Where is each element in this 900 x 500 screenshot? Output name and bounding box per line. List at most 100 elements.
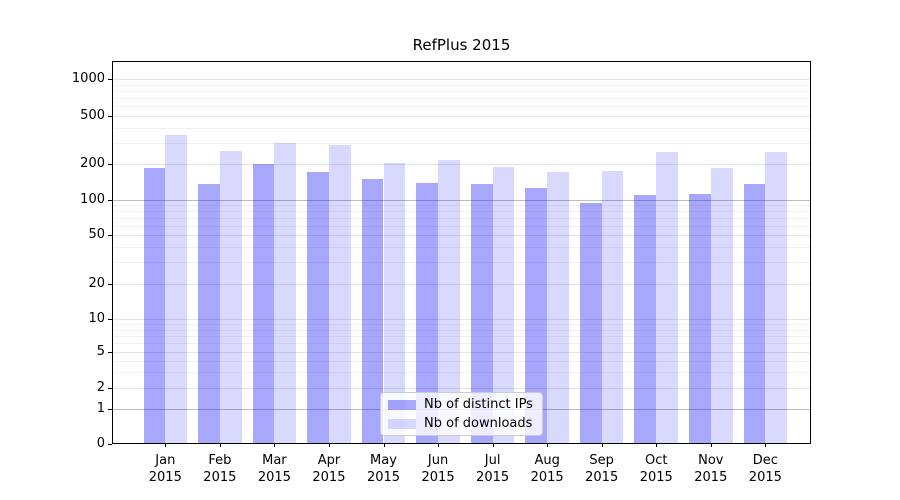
x-tick-label: Mar 2015 <box>246 452 302 486</box>
minor-gridline <box>113 127 810 129</box>
bar-distinct-ips <box>579 202 602 443</box>
x-tick-label: Aug 2015 <box>519 452 575 486</box>
x-tick-mark <box>710 443 712 447</box>
x-tick-mark <box>438 443 440 447</box>
bar-downloads <box>547 172 569 443</box>
bar-downloads <box>765 152 788 443</box>
x-tick-label: May 2015 <box>356 452 412 486</box>
major-gridline <box>113 319 810 320</box>
bar-distinct-ips <box>361 178 384 443</box>
minor-gridline <box>113 84 810 86</box>
x-tick-month: Feb <box>208 453 232 468</box>
legend-item: Nb of distinct IPs <box>388 397 542 412</box>
y-tick-label: 1 <box>96 401 105 416</box>
x-tick-year: 2015 <box>476 470 510 485</box>
bar-downloads <box>438 160 460 443</box>
minor-gridline <box>113 98 810 100</box>
bar-distinct-ips <box>743 184 766 443</box>
bar-downloads <box>219 151 242 443</box>
x-tick-mark <box>383 443 385 447</box>
x-tick-label: Oct 2015 <box>628 452 684 486</box>
y-tick-mark <box>108 319 112 320</box>
y-tick-mark <box>108 164 112 165</box>
x-tick-month: Dec <box>752 453 778 468</box>
x-tick-year: 2015 <box>203 470 237 485</box>
minor-gridline <box>113 329 810 331</box>
y-tick-mark <box>108 200 112 201</box>
x-tick-mark <box>492 443 494 447</box>
bar-downloads <box>274 142 297 443</box>
x-tick-mark <box>219 443 221 447</box>
major-gridline <box>113 284 810 285</box>
x-tick-year: 2015 <box>257 470 291 485</box>
y-tick-label: 2 <box>96 380 105 395</box>
x-tick-mark <box>328 443 330 447</box>
bar-downloads <box>710 168 733 443</box>
bar-downloads <box>165 134 188 443</box>
bar-distinct-ips <box>470 184 493 443</box>
x-tick-label: Apr 2015 <box>301 452 357 486</box>
legend-item: Nb of downloads <box>388 416 542 431</box>
x-tick-month: Jan <box>155 453 176 468</box>
minor-gridline <box>113 90 810 92</box>
x-tick-year: 2015 <box>694 470 728 485</box>
y-tick-label: 100 <box>80 192 105 207</box>
major-gridline <box>113 200 810 201</box>
x-tick-month: Oct <box>645 453 668 468</box>
minor-gridline <box>113 262 810 264</box>
x-tick-mark <box>601 443 603 447</box>
x-tick-month: Jun <box>427 453 449 468</box>
minor-gridline <box>113 205 810 207</box>
x-tick-year: 2015 <box>748 470 782 485</box>
y-tick-mark <box>108 409 112 410</box>
major-gridline <box>113 116 810 117</box>
bar-distinct-ips <box>689 194 711 443</box>
x-tick-label: Sep 2015 <box>574 452 630 486</box>
x-tick-mark <box>547 443 549 447</box>
minor-gridline <box>113 335 810 337</box>
bar-downloads <box>492 166 515 443</box>
x-tick-year: 2015 <box>312 470 346 485</box>
bar-distinct-ips <box>143 168 166 443</box>
x-tick-year: 2015 <box>639 470 673 485</box>
bar-downloads <box>656 152 679 443</box>
minor-gridline <box>113 360 810 362</box>
y-tick-label: 0 <box>96 436 105 451</box>
plot-area <box>108 61 811 447</box>
major-gridline <box>113 79 810 80</box>
x-tick-label: Feb 2015 <box>192 452 248 486</box>
x-tick-mark <box>656 443 658 447</box>
minor-gridline <box>113 218 810 219</box>
x-tick-mark <box>274 443 276 447</box>
x-tick-year: 2015 <box>366 470 401 485</box>
x-tick-year: 2015 <box>421 470 455 485</box>
bar-downloads <box>601 170 624 443</box>
legend-swatch-distinct-ips <box>388 399 416 410</box>
bar-distinct-ips <box>198 184 220 443</box>
legend: Nb of distinct IPs Nb of downloads <box>380 392 543 436</box>
bar-downloads <box>328 144 351 443</box>
x-tick-month: Sep <box>589 453 614 468</box>
major-gridline <box>113 235 810 236</box>
y-tick-mark <box>108 352 112 353</box>
x-tick-label: Jun 2015 <box>410 452 466 486</box>
x-tick-label: Jan 2015 <box>137 452 193 486</box>
legend-label: Nb of distinct IPs <box>424 397 533 412</box>
bar-distinct-ips <box>416 182 439 443</box>
x-tick-month: Apr <box>317 453 341 468</box>
y-tick-label: 5 <box>96 344 105 359</box>
x-tick-month: Mar <box>262 453 287 468</box>
y-tick-label: 50 <box>88 227 105 242</box>
x-tick-label: Jul 2015 <box>465 452 521 486</box>
y-tick-label: 500 <box>80 108 105 123</box>
x-tick-mark <box>165 443 167 447</box>
bar-distinct-ips <box>252 164 275 443</box>
x-tick-month: May <box>370 453 397 468</box>
x-tick-year: 2015 <box>585 470 619 485</box>
legend-swatch-downloads <box>388 418 416 429</box>
bar-distinct-ips <box>634 195 657 443</box>
bar-distinct-ips <box>307 172 329 443</box>
x-tick-year: 2015 <box>148 470 182 485</box>
y-tick-label: 20 <box>88 276 105 291</box>
